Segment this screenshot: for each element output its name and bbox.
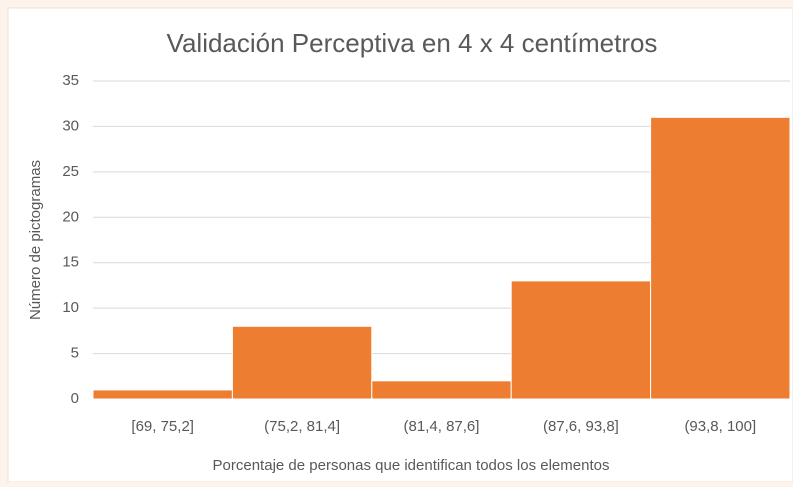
x-tick-label: (87,6, 93,8] <box>543 418 619 435</box>
y-tick-label: 35 <box>62 72 79 89</box>
bar <box>231 325 373 400</box>
x-tick-label: [69, 75,2] <box>131 418 194 435</box>
x-tick-label: (93,8, 100] <box>684 418 756 435</box>
bar <box>92 389 233 400</box>
y-tick-label: 25 <box>62 163 79 180</box>
y-tick-label: 15 <box>62 254 79 271</box>
y-tick-label: 5 <box>71 345 79 362</box>
y-tick-label: 30 <box>62 117 79 134</box>
x-tick-label: (75,2, 81,4] <box>264 418 340 435</box>
bar <box>510 280 652 400</box>
x-tick-label: (81,4, 87,6] <box>404 418 480 435</box>
y-tick-label: 20 <box>62 208 79 225</box>
y-tick-label: 0 <box>71 390 79 407</box>
bar <box>650 116 791 400</box>
chart-title: Validación Perceptiva en 4 x 4 centímetr… <box>167 28 658 58</box>
x-axis-title: Porcentaje de personas que identifican t… <box>213 457 610 474</box>
y-axis-title: Número de pictogramas <box>27 160 44 320</box>
y-tick-label: 10 <box>62 299 79 316</box>
bar <box>371 380 512 400</box>
